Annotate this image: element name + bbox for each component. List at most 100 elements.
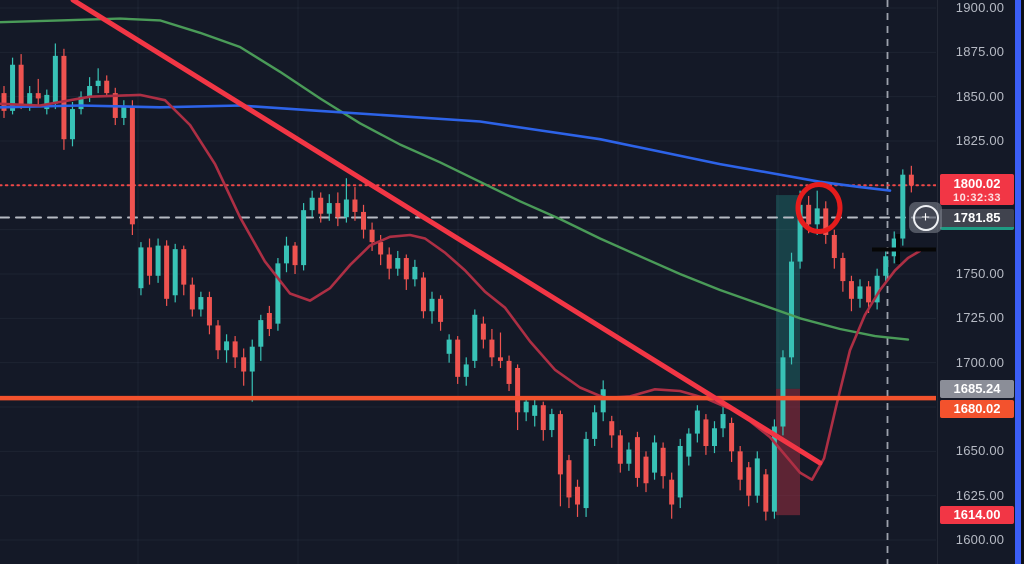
candle-up — [10, 64, 16, 111]
candle-down — [335, 203, 341, 218]
candle-up — [224, 341, 230, 351]
candle-down — [540, 405, 546, 431]
candle-up — [446, 339, 452, 354]
candle-up — [626, 449, 632, 464]
candle-down — [831, 234, 837, 259]
candle-up — [549, 414, 555, 431]
candle-down — [378, 242, 384, 255]
candle-down — [703, 419, 709, 447]
position-loss-zone[interactable] — [776, 388, 800, 516]
candle-down — [181, 249, 187, 285]
candle-down — [361, 211, 367, 230]
price-tick-label: 1850.00 — [955, 88, 1005, 104]
candle-up — [309, 197, 315, 211]
candlestick-chart-canvas[interactable] — [0, 0, 936, 564]
ma-green — [0, 17, 910, 341]
candle-down — [232, 341, 238, 358]
candle-down — [617, 435, 623, 464]
candle-up — [121, 105, 127, 118]
candle-up — [677, 446, 683, 498]
candle-down — [489, 339, 495, 358]
price-tick-label: 1650.00 — [955, 443, 1005, 459]
price-axis[interactable]: 1900.00 1875.00 1850.00 1825.00 1750.00 1725.… — [937, 0, 1016, 564]
candle-up — [720, 414, 726, 429]
candle-down — [369, 229, 375, 243]
candle-down — [806, 204, 812, 225]
candle-down — [729, 422, 735, 452]
candle-up — [874, 275, 880, 303]
candle-up — [44, 94, 50, 110]
candle-up — [900, 174, 906, 239]
plus-button[interactable]: + — [909, 202, 942, 233]
candle-down — [746, 467, 752, 496]
candle-down — [840, 258, 846, 282]
entry-price-badge: 1685.24 — [940, 379, 1014, 398]
candle-down — [557, 414, 563, 475]
candle-down — [823, 208, 829, 235]
candle-up — [283, 245, 289, 264]
plus-icon: + — [912, 204, 939, 231]
candle-down — [643, 456, 649, 484]
candle-down — [129, 105, 135, 225]
candle-up — [258, 320, 264, 347]
candle-up — [600, 389, 606, 413]
candle-up — [87, 86, 93, 97]
downtrend-line[interactable] — [70, 0, 823, 466]
candle-down — [455, 339, 461, 377]
candle-down — [189, 284, 195, 310]
price-tick-label: 1750.00 — [955, 265, 1005, 281]
candle-down — [61, 55, 67, 140]
price-tick-label: 1725.00 — [955, 310, 1005, 326]
ma-blue — [0, 104, 892, 192]
candle-down — [848, 281, 854, 299]
candle-down — [866, 286, 872, 303]
candle-up — [429, 298, 435, 312]
candle-down — [206, 297, 212, 326]
orange-level-badge: 1680.02 — [940, 400, 1014, 419]
candle-up — [249, 346, 255, 372]
candle-down — [386, 254, 392, 269]
candle-up — [78, 96, 84, 110]
candle-down — [147, 247, 153, 276]
candle-down — [292, 245, 298, 266]
stop-price-badge: 1614.00 — [940, 506, 1014, 525]
window-edge-accent — [1015, 0, 1021, 564]
price-tick-label: 1625.00 — [955, 487, 1005, 503]
candle-up — [532, 405, 538, 416]
candle-up — [771, 426, 777, 512]
candle-down — [241, 357, 247, 372]
candle-up — [652, 442, 658, 473]
candle-down — [438, 298, 444, 322]
candle-up — [69, 109, 75, 140]
price-tick-label: 1900.00 — [955, 0, 1005, 15]
candle-down — [104, 80, 110, 94]
candle-down — [164, 245, 170, 299]
candle-up — [686, 433, 692, 457]
candle-down — [352, 199, 358, 212]
candle-up — [857, 286, 863, 299]
last-price-badge: 1800.02 10:32:33 — [940, 174, 1014, 206]
candle-up — [343, 199, 349, 218]
candle-down — [318, 197, 324, 214]
candle-up — [326, 203, 332, 214]
candle-up — [891, 238, 897, 257]
candle-down — [566, 460, 572, 498]
candle-up — [301, 210, 307, 266]
candle-down — [908, 174, 914, 186]
candle-down — [18, 64, 24, 104]
candle-down — [737, 451, 743, 480]
candle-down — [1, 93, 7, 111]
candle-down — [497, 357, 503, 361]
candle-up — [472, 314, 478, 361]
candle-down — [506, 360, 512, 384]
price-tick-label: 1700.00 — [955, 354, 1005, 370]
candle-up — [694, 410, 700, 434]
highlight-circle-annotation[interactable] — [795, 182, 843, 234]
position-profit-zone[interactable] — [776, 195, 800, 389]
candle-up — [797, 204, 803, 262]
candle-down — [420, 277, 426, 312]
candle-down — [575, 486, 581, 505]
ma-crimson — [0, 93, 922, 482]
candle-down — [266, 313, 272, 329]
candle-up — [583, 438, 589, 509]
